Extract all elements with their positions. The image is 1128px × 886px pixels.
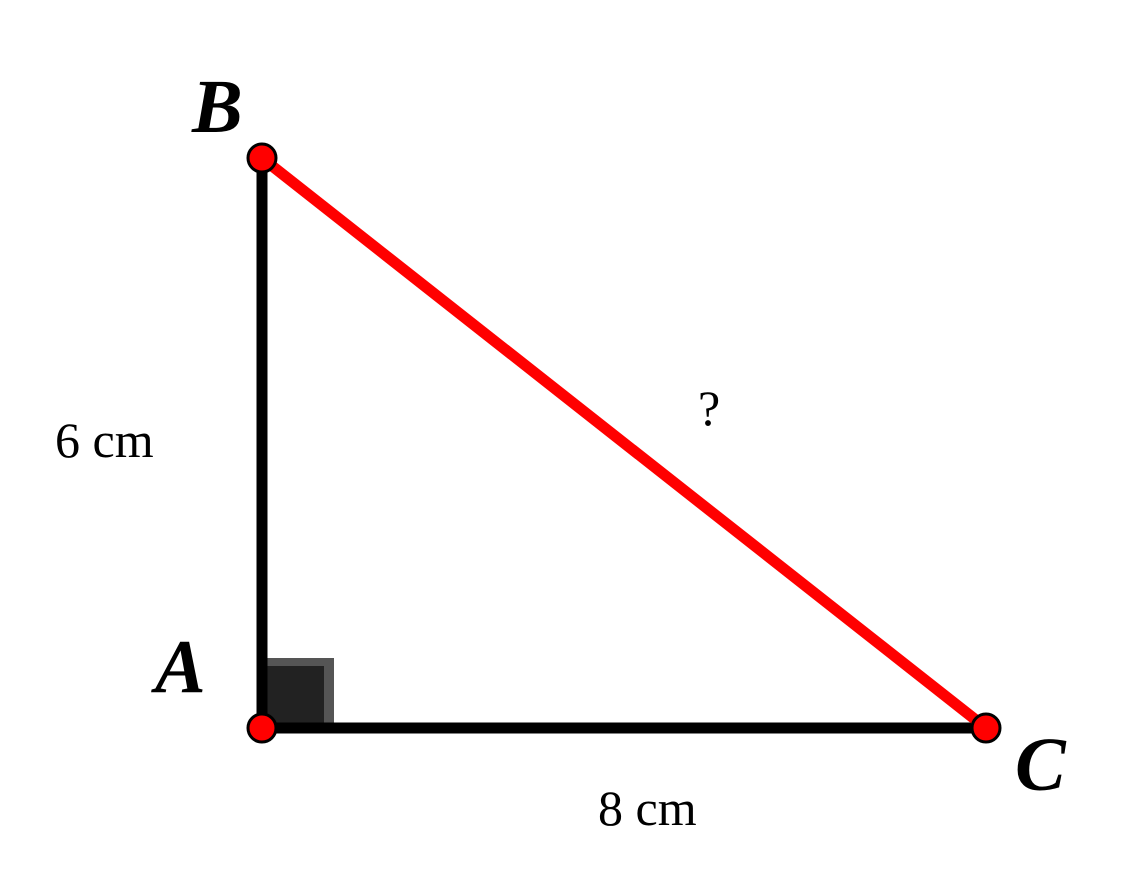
vertex-point — [970, 712, 1002, 744]
side-label: ? — [698, 380, 720, 436]
side-label: 8 cm — [598, 780, 697, 836]
vertex-label: A — [151, 625, 206, 709]
vertex-point — [246, 142, 278, 174]
side-label: 6 cm — [55, 412, 154, 468]
vertex-label: C — [1015, 723, 1067, 807]
vertex-point — [246, 712, 278, 744]
vertex-label: B — [191, 65, 243, 149]
side-bc — [258, 153, 990, 733]
